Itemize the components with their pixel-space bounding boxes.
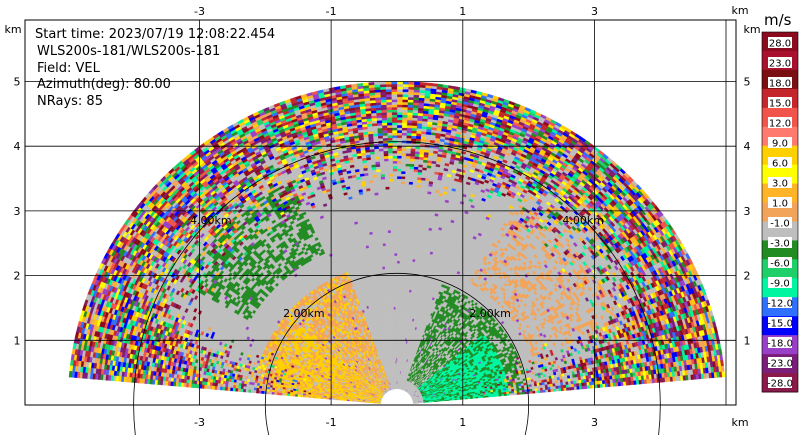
colorbar-level-label: -12.0	[767, 299, 793, 310]
colorbar-level-label: 15.0	[769, 99, 791, 110]
info-block: Start time: 2023/07/19 12:08:22.454 WLS2…	[35, 27, 275, 109]
x-tick-label-top: -3	[194, 5, 205, 18]
colorbar-label-bg	[768, 317, 792, 328]
y-tick-label-left: 3	[14, 205, 21, 218]
colorbar-label-bg	[768, 357, 792, 368]
colorbar-level-label: 28.0	[769, 39, 791, 50]
colorbar-label-bg	[768, 177, 792, 188]
colorbar-label-bg	[768, 257, 792, 268]
axis-unit-label: km	[4, 23, 21, 36]
y-tick-label-right: 4	[744, 140, 751, 153]
x-tick-label-bottom: 1	[459, 416, 466, 429]
y-tick-label-right: 1	[744, 334, 751, 347]
start-time-text: Start time: 2023/07/19 12:08:22.454	[35, 27, 275, 42]
y-tick-label-left: 1	[14, 334, 21, 347]
axis-unit-label: km	[731, 4, 748, 17]
colorbar-label-bg	[768, 197, 792, 208]
x-tick-label-top: 3	[591, 5, 598, 18]
colorbar-label-bg	[768, 377, 792, 388]
colorbar-label-bg	[768, 37, 792, 48]
colorbar-level-label: -6.0	[770, 259, 790, 270]
azimuth-text: Azimuth(deg): 80.00	[37, 77, 171, 92]
colorbar-label-bg	[768, 57, 792, 68]
y-tick-label-left: 2	[14, 270, 21, 283]
colorbar-level-label: 3.0	[772, 179, 788, 190]
plot-frame	[24, 19, 737, 406]
colorbar-level-label: -15.0	[767, 319, 793, 330]
colorbar-level-label: -23.0	[767, 359, 793, 370]
range-ring-label: 4.00km	[562, 214, 604, 227]
colorbar-level-label: 6.0	[772, 159, 788, 170]
colorbar-level-label: -9.0	[770, 279, 790, 290]
x-tick-label-bottom: -3	[194, 416, 205, 429]
y-tick-label-right: 5	[744, 75, 751, 88]
y-tick-label-left: 5	[14, 75, 21, 88]
colorbar-label-bg	[768, 297, 792, 308]
x-tick-label-top: 1	[459, 5, 466, 18]
y-tick-label-left: 4	[14, 140, 21, 153]
colorbar-level-label: 18.0	[769, 79, 791, 90]
axis-unit-label: km	[743, 23, 760, 36]
colorbar: 28.0 23.0 18.0 15.0 12.0 9.0 6.0 3.0 1.0 -1.0 -3.0…	[761, 31, 799, 393]
range-ring-label: 2.00km	[283, 307, 325, 320]
colorbar-level-label: -18.0	[767, 339, 793, 350]
colorbar-level-label: -1.0	[770, 219, 790, 230]
colorbar-label-bg	[768, 337, 792, 348]
colorbar-level-label: -28.0	[767, 379, 793, 390]
nrays-text: NRays: 85	[37, 94, 103, 109]
colorbar-label-bg	[768, 277, 792, 288]
colorbar-level-label: 1.0	[772, 199, 788, 210]
grid	[25, 20, 736, 405]
colorbar-level-label: 12.0	[769, 119, 791, 130]
y-tick-label-right: 2	[744, 270, 751, 283]
colorbar-level-label: 9.0	[772, 139, 788, 150]
colorbar-label-bg	[768, 137, 792, 148]
x-tick-label-top: -1	[326, 5, 337, 18]
axis-unit-label: km	[731, 416, 748, 429]
axis-ticks: -3 -3 -1 -1 1 1 3 3 1 1 2 2 3 3 4 4 5 5 km km km km	[4, 4, 760, 429]
x-tick-label-bottom: 3	[591, 416, 598, 429]
velocity-sector	[68, 81, 726, 404]
range-ring-label: 2.00km	[469, 307, 511, 320]
colorbar-label-bg	[768, 217, 792, 228]
colorbar-unit: m/s	[764, 11, 792, 29]
colorbar-label-bg	[768, 97, 792, 108]
y-tick-label-right: 3	[744, 205, 751, 218]
colorbar-label-bg	[768, 77, 792, 88]
colorbar-label-bg	[768, 117, 792, 128]
colorbar-label-bg	[768, 237, 792, 248]
field-text: Field: VEL	[37, 61, 101, 76]
range-ring-label: 4.00km	[190, 214, 232, 227]
colorbar-level-label: 23.0	[769, 59, 791, 70]
instrument-text: WLS200s-181/WLS200s-181	[37, 44, 220, 59]
colorbar-level-label: -3.0	[770, 239, 790, 250]
colorbar-label-bg	[768, 157, 792, 168]
x-tick-label-bottom: -1	[326, 416, 337, 429]
